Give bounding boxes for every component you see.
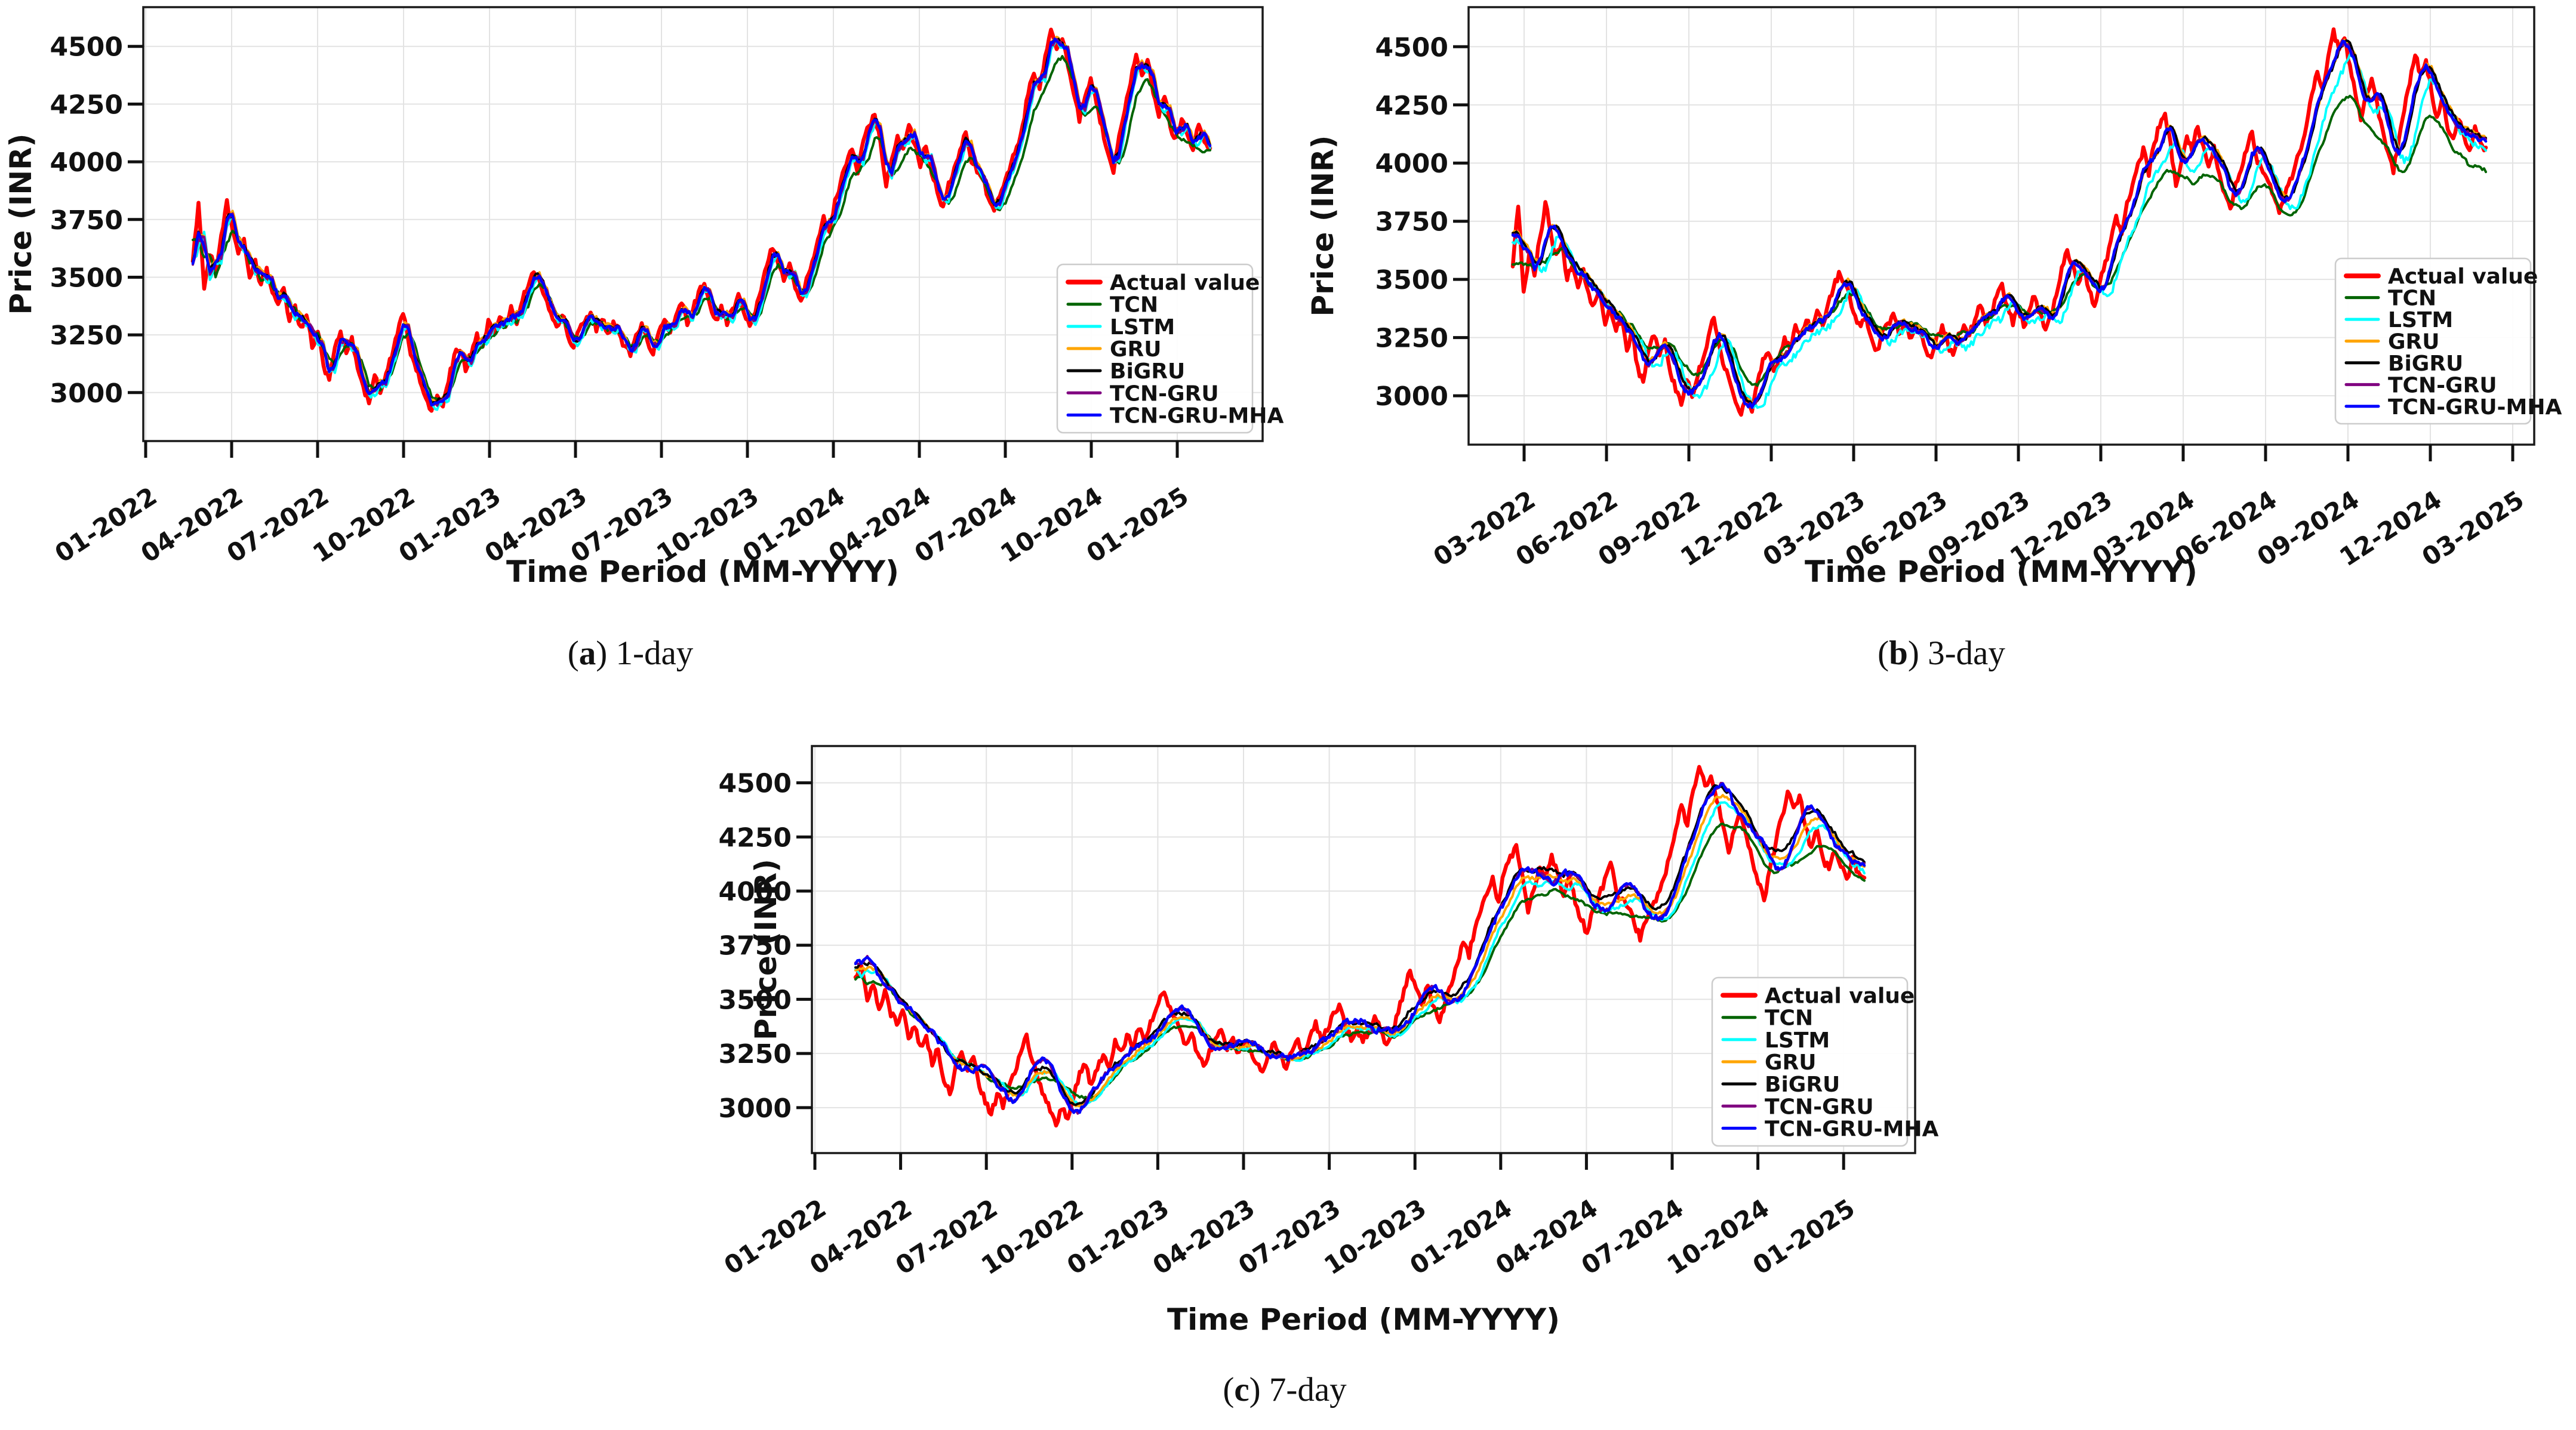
y-tick-labels-b: 3000 3250 3500 3750 4000 4250 4500 bbox=[1375, 32, 1448, 412]
chart-b: 300032503500375040004250450003-202206-20… bbox=[1306, 6, 2562, 589]
y-tick-label: 3000 bbox=[1375, 381, 1448, 412]
caption-b-paren-open: ( bbox=[1878, 634, 1889, 672]
legend-label: TCN-GRU-MHA bbox=[1765, 1117, 1938, 1141]
series-line-a-tcn bbox=[192, 55, 1211, 403]
y-axis-title-b: Price (INR) bbox=[1306, 135, 1340, 316]
x-axis-title-b: Time Period (MM-YYYY) bbox=[1805, 554, 2198, 589]
caption-c-paren-open: ( bbox=[1223, 1371, 1235, 1409]
legend-label: TCN bbox=[2388, 286, 2436, 311]
y-tick-label: 4250 bbox=[719, 822, 792, 853]
series-line-c-actual-value bbox=[853, 765, 1867, 1128]
legend-label: Actual value bbox=[1765, 984, 1915, 1009]
plot-frame-a bbox=[142, 6, 1264, 442]
chart-a: 300032503500375040004250450001-202204-20… bbox=[4, 6, 1284, 589]
caption-b-letter: b bbox=[1889, 634, 1908, 672]
legend-label: GRU bbox=[1765, 1050, 1817, 1075]
legend-label: GRU bbox=[2388, 330, 2440, 355]
caption-a-paren-open: ( bbox=[567, 634, 579, 672]
y-tick-label: 4500 bbox=[719, 769, 792, 799]
y-tick-label: 3750 bbox=[719, 931, 792, 961]
legend-label: BiGRU bbox=[1110, 359, 1185, 384]
caption-b-text: ) 3-day bbox=[1907, 634, 2005, 672]
gridlines-a bbox=[143, 7, 1263, 441]
legend-label: TCN-GRU bbox=[1110, 381, 1219, 406]
caption-panel-c: (c) 7-day bbox=[1223, 1370, 1346, 1409]
y-tick-label: 3000 bbox=[50, 378, 123, 409]
legend-label: TCN-GRU-MHA bbox=[2388, 395, 2562, 420]
legend-label: TCN-GRU bbox=[1765, 1095, 1874, 1119]
y-tick-label: 4000 bbox=[1375, 149, 1448, 179]
legend-label: LSTM bbox=[1110, 315, 1175, 340]
y-tick-label: 3250 bbox=[719, 1039, 792, 1070]
legend-label: TCN-GRU-MHA bbox=[1110, 403, 1284, 428]
axis-ticks-c bbox=[796, 781, 1845, 1170]
y-tick-label: 3000 bbox=[719, 1093, 792, 1124]
caption-a-text: ) 1-day bbox=[596, 634, 694, 672]
y-tick-labels-a: 3000 3250 3500 3750 4000 4250 4500 bbox=[50, 32, 123, 409]
legend-label: GRU bbox=[1110, 337, 1162, 362]
y-tick-label: 3500 bbox=[1375, 265, 1448, 295]
x-axis-title-c: Time Period (MM-YYYY) bbox=[1167, 1302, 1560, 1337]
axis-ticks-a bbox=[128, 45, 1179, 458]
y-tick-label: 3250 bbox=[50, 320, 123, 351]
y-tick-label: 3750 bbox=[50, 205, 123, 236]
plot-frame-b bbox=[1467, 6, 2535, 446]
x-axis-title-a: Time Period (MM-YYYY) bbox=[506, 554, 899, 589]
y-tick-label: 4500 bbox=[50, 32, 123, 63]
legend-label: BiGRU bbox=[1765, 1072, 1840, 1097]
series-line-a-tcn-gru-mha bbox=[191, 37, 1212, 407]
y-axis-title-c: Price (INR) bbox=[749, 859, 783, 1040]
series-line-b-lstm bbox=[1512, 53, 2487, 409]
legend-label: LSTM bbox=[2388, 308, 2453, 332]
series-line-b-tcn-gru-mha bbox=[1511, 39, 2488, 409]
legend-label: TCN-GRU bbox=[2388, 373, 2497, 397]
y-tick-labels-c: 3000 3250 3500 3750 4000 4250 4500 bbox=[719, 769, 792, 1124]
y-axis-title-a: Price (INR) bbox=[4, 133, 38, 315]
chart-c: 3000 3250 3500 3750 4000 4250 4500 01-202204-20… bbox=[719, 745, 1938, 1337]
y-tick-label: 4000 bbox=[50, 147, 123, 178]
legend-a: Actual valueTCNLSTMGRUBiGRUTCN-GRUTCN-GR… bbox=[1056, 263, 1284, 434]
caption-a-letter: a bbox=[578, 634, 596, 672]
y-tick-label: 4250 bbox=[50, 90, 123, 120]
series-line-c-lstm bbox=[854, 801, 1866, 1109]
legend-label: TCN bbox=[1765, 1006, 1813, 1031]
y-tick-label: 3750 bbox=[1375, 207, 1448, 238]
plot-frame-c bbox=[811, 745, 1916, 1154]
series-line-c-tcn-gru-mha bbox=[854, 782, 1866, 1114]
legend-label: Actual value bbox=[1110, 271, 1260, 295]
y-tick-label: 4250 bbox=[1375, 91, 1448, 121]
x-tick-labels-c: 01-202204-202207-202210-202201-202304-20… bbox=[719, 1193, 1860, 1280]
legend-label: BiGRU bbox=[2388, 352, 2463, 376]
y-tick-label: 4000 bbox=[719, 877, 792, 907]
caption-c-text: ) 7-day bbox=[1249, 1371, 1347, 1409]
y-tick-label: 3250 bbox=[1375, 323, 1448, 354]
legend-label: TCN bbox=[1110, 293, 1158, 318]
caption-c-letter: c bbox=[1234, 1371, 1249, 1409]
y-tick-label: 3500 bbox=[50, 263, 123, 293]
y-tick-label: 3500 bbox=[719, 985, 792, 1015]
axis-ticks-b bbox=[1453, 45, 2515, 461]
legend-c: Actual valueTCNLSTMGRUBiGRUTCN-GRUTCN-GR… bbox=[1711, 976, 1938, 1147]
legend-label: Actual value bbox=[2388, 264, 2538, 289]
legend-label: LSTM bbox=[1765, 1028, 1830, 1053]
caption-panel-a: (a) 1-day bbox=[568, 634, 694, 673]
caption-panel-b: (b) 3-day bbox=[1878, 634, 2005, 673]
legend-b: Actual valueTCNLSTMGRUBiGRUTCN-GRUTCN-GR… bbox=[2334, 257, 2562, 425]
y-tick-label: 4500 bbox=[1375, 32, 1448, 63]
